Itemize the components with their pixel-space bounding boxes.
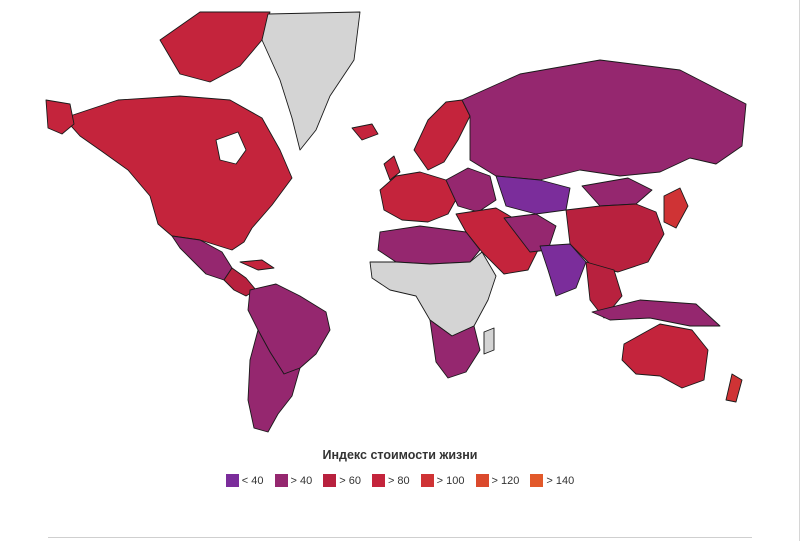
region-iran-pakistan[interactable] (503, 213, 557, 253)
region-madagascar[interactable] (483, 327, 495, 355)
legend-label: > 140 (546, 474, 575, 487)
legend-item[interactable]: > 120 (475, 474, 520, 487)
world-choropleth-map (45, 11, 747, 433)
region-mongolia[interactable] (581, 177, 653, 207)
legend-item[interactable]: > 60 (323, 474, 361, 487)
legend-item[interactable]: > 80 (371, 474, 410, 487)
region-western-europe[interactable] (379, 171, 459, 223)
legend-swatch (371, 474, 385, 487)
region-uk[interactable] (383, 155, 401, 181)
legend-item[interactable]: > 140 (530, 474, 574, 487)
region-russia[interactable] (461, 59, 747, 181)
region-greenland[interactable] (261, 11, 361, 151)
region-arctic-islands[interactable] (159, 11, 271, 83)
legend-item[interactable]: < 40 (225, 474, 264, 487)
legend-item[interactable]: > 100 (420, 474, 465, 487)
legend-item[interactable]: > 40 (274, 474, 313, 487)
legend-swatch (530, 474, 544, 487)
region-hudson-bay (215, 131, 247, 165)
legend-label: > 40 (290, 474, 313, 487)
region-north-africa[interactable] (377, 225, 481, 265)
legend-swatch (420, 474, 434, 487)
region-scandinavia[interactable] (413, 99, 471, 171)
region-alaska[interactable] (45, 99, 75, 135)
legend-label: > 120 (491, 474, 520, 487)
region-south-america-south[interactable] (247, 329, 301, 433)
legend-title: Индекс стоимости жизни (322, 448, 478, 462)
region-south-america-north[interactable] (247, 283, 331, 375)
legend-label: > 100 (436, 474, 465, 487)
map-legend: < 40 > 40 > 60 > 80 > 100 > 120 > 140 (0, 474, 800, 487)
region-canada-usa[interactable] (63, 95, 293, 251)
region-japan[interactable] (663, 187, 689, 229)
legend-swatch (274, 474, 288, 487)
bottom-divider (48, 537, 752, 538)
region-new-zealand[interactable] (725, 373, 743, 403)
legend-label: < 40 (241, 474, 264, 487)
legend-swatch (475, 474, 489, 487)
region-southern-africa[interactable] (429, 319, 481, 379)
legend-swatch (225, 474, 239, 487)
region-sahel-central-africa[interactable] (369, 251, 497, 337)
region-cuba[interactable] (239, 259, 275, 271)
legend-swatch (323, 474, 337, 487)
region-eastern-europe[interactable] (445, 167, 497, 213)
region-india[interactable] (539, 243, 587, 297)
legend-label: > 80 (387, 474, 410, 487)
region-kazakhstan[interactable] (495, 175, 571, 215)
region-china[interactable] (565, 203, 665, 273)
legend-label: > 60 (339, 474, 361, 487)
region-indonesia[interactable] (591, 299, 721, 327)
region-australia[interactable] (621, 323, 709, 389)
region-iceland[interactable] (351, 123, 379, 141)
